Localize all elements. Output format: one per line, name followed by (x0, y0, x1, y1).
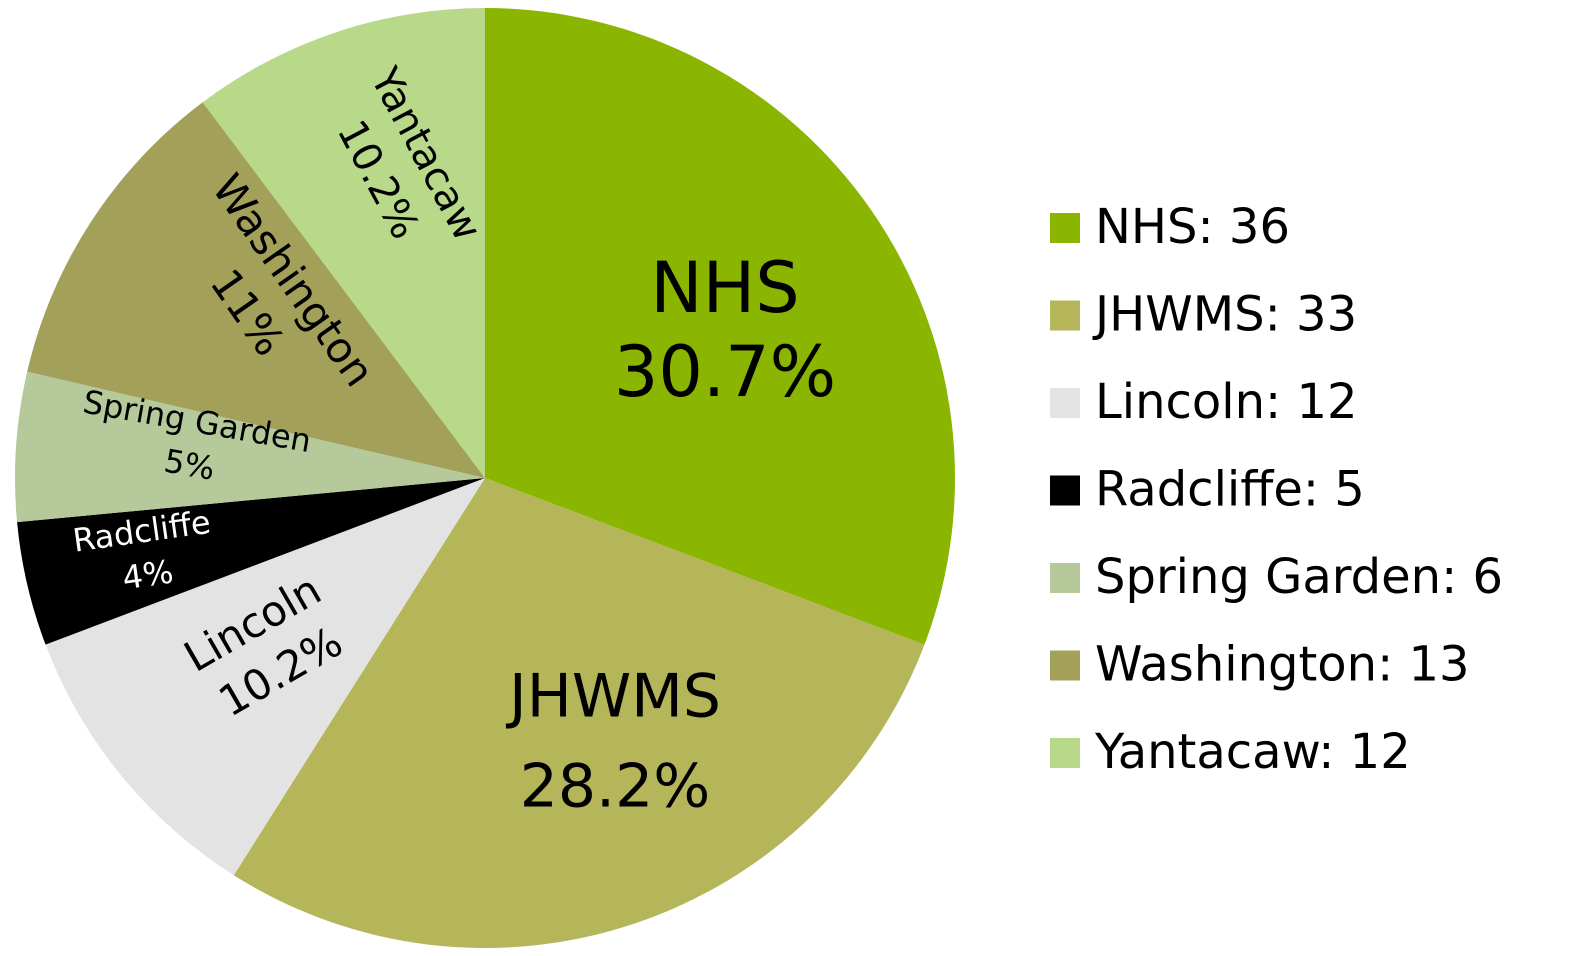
legend-label: Yantacaw: 12 (1094, 724, 1411, 780)
pie-slice (17, 478, 486, 645)
pie-slice (202, 8, 486, 478)
legend-label: Lincoln: 12 (1095, 374, 1358, 430)
slice-percent: 4% (120, 552, 176, 597)
slice-percent: 30.7% (614, 331, 836, 413)
legend-swatch (1050, 738, 1080, 768)
legend-swatch (1050, 650, 1080, 681)
pie-slice (27, 102, 486, 478)
pie-slice (45, 478, 486, 876)
legend-swatch (1050, 563, 1080, 593)
legend-swatch (1050, 213, 1080, 243)
slice-name: NHS (650, 247, 799, 329)
slice-label: JHWMS 28.2% (505, 662, 721, 822)
legend-swatch (1050, 475, 1080, 506)
slice-percent: 5% (161, 442, 218, 488)
legend-swatch (1050, 300, 1080, 331)
slice-percent: 28.2% (520, 752, 711, 822)
legend-label: Radcliffe: 5 (1095, 462, 1365, 518)
legend-label: Washington: 13 (1095, 637, 1470, 693)
legend-swatch (1050, 388, 1080, 418)
legend-label: Spring Garden: 6 (1095, 549, 1503, 605)
legend-label: NHS: 36 (1095, 199, 1290, 255)
pie-slice (15, 371, 486, 523)
slice-name: JHWMS (505, 662, 721, 732)
pie-slice (233, 478, 925, 948)
pie-slice (485, 8, 955, 645)
legend-label: JHWMS: 33 (1092, 287, 1357, 343)
